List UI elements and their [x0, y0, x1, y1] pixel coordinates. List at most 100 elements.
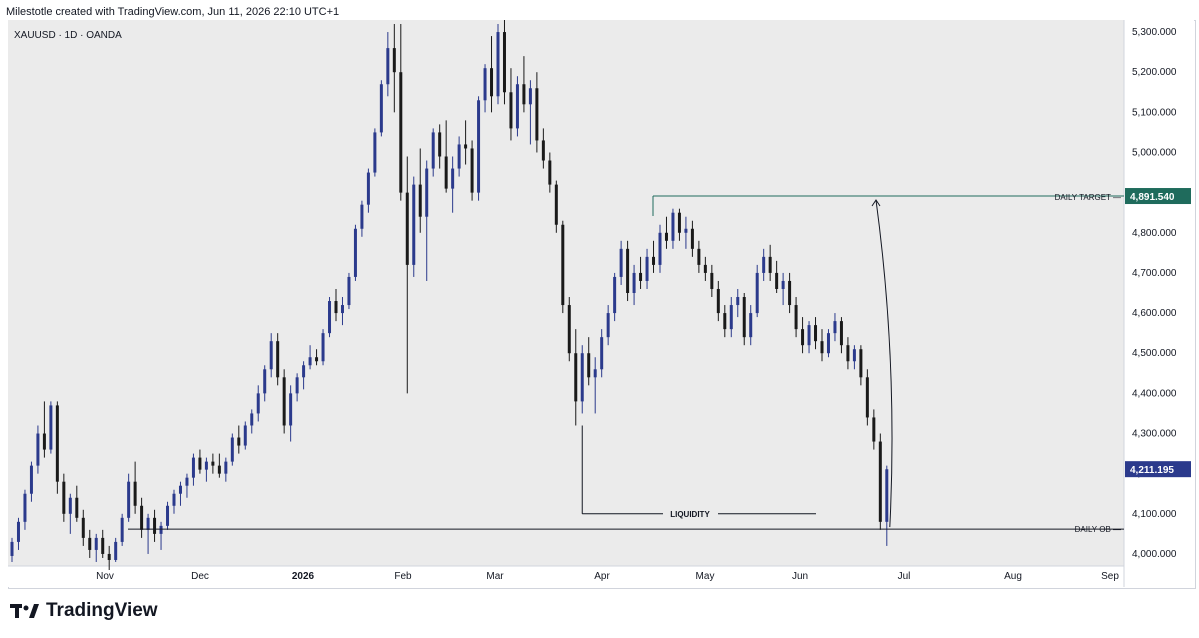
candle-body	[716, 288, 720, 314]
tradingview-logo-icon	[10, 604, 39, 618]
candle-body	[865, 377, 869, 418]
candle-body	[347, 276, 351, 306]
candle-body	[68, 497, 72, 514]
candle	[878, 433, 882, 530]
candle	[587, 337, 591, 386]
y-tick-label: 4,700.000	[1132, 268, 1177, 279]
candle-body	[263, 369, 267, 394]
candle-body	[379, 84, 383, 133]
candle-body	[664, 232, 668, 241]
candle-body	[127, 481, 131, 518]
daily-target-price-bg	[1125, 188, 1191, 205]
candle	[217, 453, 221, 478]
candle-body	[561, 224, 565, 306]
candle-body	[477, 100, 481, 193]
candle-body	[535, 88, 539, 141]
candle-body	[16, 521, 20, 542]
candle	[781, 272, 785, 306]
candle-body	[120, 517, 124, 542]
candle-body	[166, 505, 170, 526]
candle-body	[217, 465, 221, 474]
candle	[613, 272, 617, 322]
candle-body	[315, 357, 319, 362]
x-tick-label: Jun	[792, 571, 808, 582]
candle	[204, 457, 208, 482]
candlestick-chart[interactable]: DAILY TARGET — DAILY OB — LIQUIDITY 5,300.…	[8, 20, 1194, 587]
candle	[153, 509, 157, 542]
candle	[593, 357, 597, 414]
candle	[42, 401, 46, 458]
y-tick-label: 5,200.000	[1132, 67, 1177, 78]
candle-body	[775, 272, 779, 289]
candle	[729, 297, 733, 338]
y-tick-label: 4,500.000	[1132, 348, 1177, 359]
candle	[626, 240, 630, 302]
x-tick-label: Nov	[96, 571, 114, 582]
candle-body	[574, 353, 578, 402]
candle-body	[159, 525, 163, 534]
chart-header-text: Milestotle created with TradingView.com,…	[6, 6, 340, 18]
candle-body	[580, 353, 584, 402]
candle	[133, 461, 137, 514]
candle-body	[256, 393, 260, 414]
candle-body	[677, 212, 681, 233]
y-tick-label: 4,100.000	[1132, 509, 1177, 520]
candle-body	[62, 481, 66, 514]
candle-body	[872, 417, 876, 442]
candle	[470, 140, 474, 201]
candle-body	[483, 68, 487, 101]
daily-target-price-tag[interactable]: 4,891.540	[1125, 188, 1191, 205]
time-axis[interactable]: Nov Dec 2026 Feb Mar Apr May Jun Jul Aug Sep	[96, 571, 1119, 582]
candle	[224, 457, 228, 482]
candle	[263, 365, 267, 402]
candle	[600, 329, 604, 378]
candle	[172, 489, 176, 514]
candle-body	[211, 461, 215, 466]
candle	[10, 537, 14, 562]
candle-body	[548, 160, 552, 185]
candle-body	[10, 541, 14, 556]
candle	[269, 333, 273, 378]
candles-layer	[10, 20, 889, 571]
candle	[366, 168, 370, 213]
candle	[295, 373, 299, 402]
candle	[68, 493, 72, 534]
x-tick-label: Dec	[191, 571, 209, 582]
candle-body	[191, 457, 195, 478]
price-axis[interactable]: 5,300.0005,200.0005,100.0005,000.0004,90…	[1125, 27, 1191, 560]
candle	[379, 80, 383, 137]
candle-body	[852, 349, 856, 362]
candle	[16, 517, 20, 550]
x-tick-label: Mar	[486, 571, 504, 582]
candle-body	[742, 297, 746, 338]
candle-body	[626, 248, 630, 293]
candle	[749, 305, 753, 346]
current-price-bg	[1125, 461, 1191, 478]
candle	[639, 256, 643, 289]
candle-body	[438, 132, 442, 157]
candle	[127, 473, 131, 522]
candle	[703, 256, 707, 281]
candle-body	[515, 84, 519, 129]
annotations-layer: DAILY TARGET — DAILY OB — LIQUIDITY	[128, 193, 1124, 534]
candle	[23, 489, 27, 530]
candle-body	[781, 280, 785, 289]
candle-body	[619, 248, 623, 277]
candle-body	[243, 425, 247, 446]
candle-body	[36, 433, 40, 466]
candle	[574, 329, 578, 426]
candle	[230, 433, 234, 466]
candle	[431, 128, 435, 177]
candle	[814, 317, 818, 350]
candle-body	[308, 357, 312, 366]
candle-body	[425, 168, 429, 217]
candle	[438, 124, 442, 169]
candle-body	[230, 437, 234, 462]
current-price-tag[interactable]: 4,211.195	[1125, 461, 1191, 478]
candle	[826, 329, 830, 358]
target-arrow-head	[871, 199, 881, 207]
candle-body	[204, 461, 208, 470]
brand-footer[interactable]: TradingView	[10, 600, 158, 622]
candle	[373, 128, 377, 177]
y-tick-label: 4,800.000	[1132, 228, 1177, 239]
